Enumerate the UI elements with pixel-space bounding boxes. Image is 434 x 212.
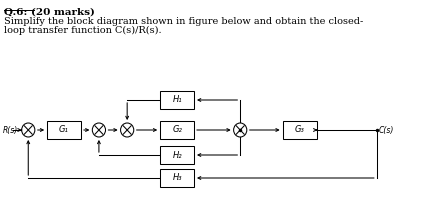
Circle shape [233,123,246,137]
Text: G₂: G₂ [172,126,181,134]
Text: Simplify the block diagram shown in figure below and obtain the closed-: Simplify the block diagram shown in figu… [4,17,362,26]
Text: loop transfer function C(s)/R(s).: loop transfer function C(s)/R(s). [4,26,161,35]
Text: R(s): R(s) [3,126,18,134]
Text: H₁: H₁ [172,95,181,105]
Text: Q.6: (20 marks): Q.6: (20 marks) [4,8,95,17]
FancyBboxPatch shape [282,121,316,139]
FancyBboxPatch shape [47,121,81,139]
Text: C(s): C(s) [378,126,393,134]
Text: G₁: G₁ [59,126,69,134]
Text: H₃: H₃ [172,173,181,183]
Circle shape [22,123,35,137]
FancyBboxPatch shape [160,146,194,164]
Text: H₂: H₂ [172,151,181,159]
FancyBboxPatch shape [160,121,194,139]
Text: G₃: G₃ [294,126,304,134]
FancyBboxPatch shape [160,169,194,187]
FancyBboxPatch shape [160,91,194,109]
Circle shape [120,123,134,137]
Circle shape [92,123,105,137]
